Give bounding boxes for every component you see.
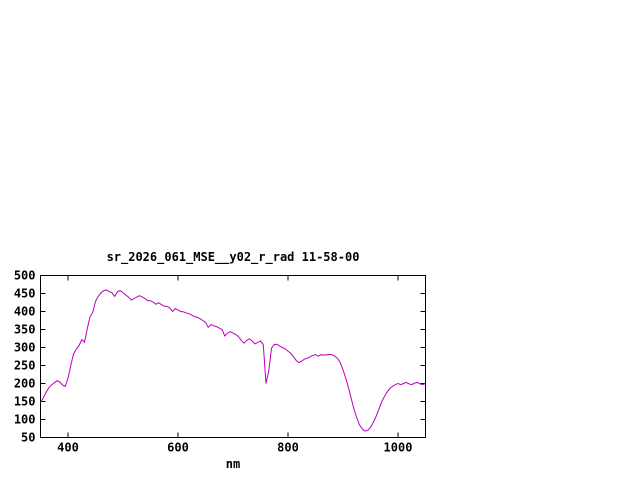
y-tick-label: 500 [14,269,36,283]
y-tick-label: 450 [14,287,36,301]
y-tick-label: 100 [14,413,36,427]
y-tick-label: 250 [14,359,36,373]
y-tick-label: 300 [14,341,36,355]
plot-border [40,275,426,438]
spectrum-line [40,289,426,432]
x-tick-label: 1000 [384,441,413,455]
chart-title: sr_2026_061_MSE__y02_r_rad 11-58-00 [106,250,360,264]
y-tick-label: 200 [14,377,36,391]
x-tick-label: 600 [167,441,189,455]
y-tick-label: 400 [14,305,36,319]
x-axis-label: nm [225,457,241,471]
x-tick-label: 800 [277,441,299,455]
y-tick-label: 350 [14,323,36,337]
y-tick-label: 50 [21,431,35,445]
x-tick-label: 400 [57,441,79,455]
y-tick-label: 150 [14,395,36,409]
